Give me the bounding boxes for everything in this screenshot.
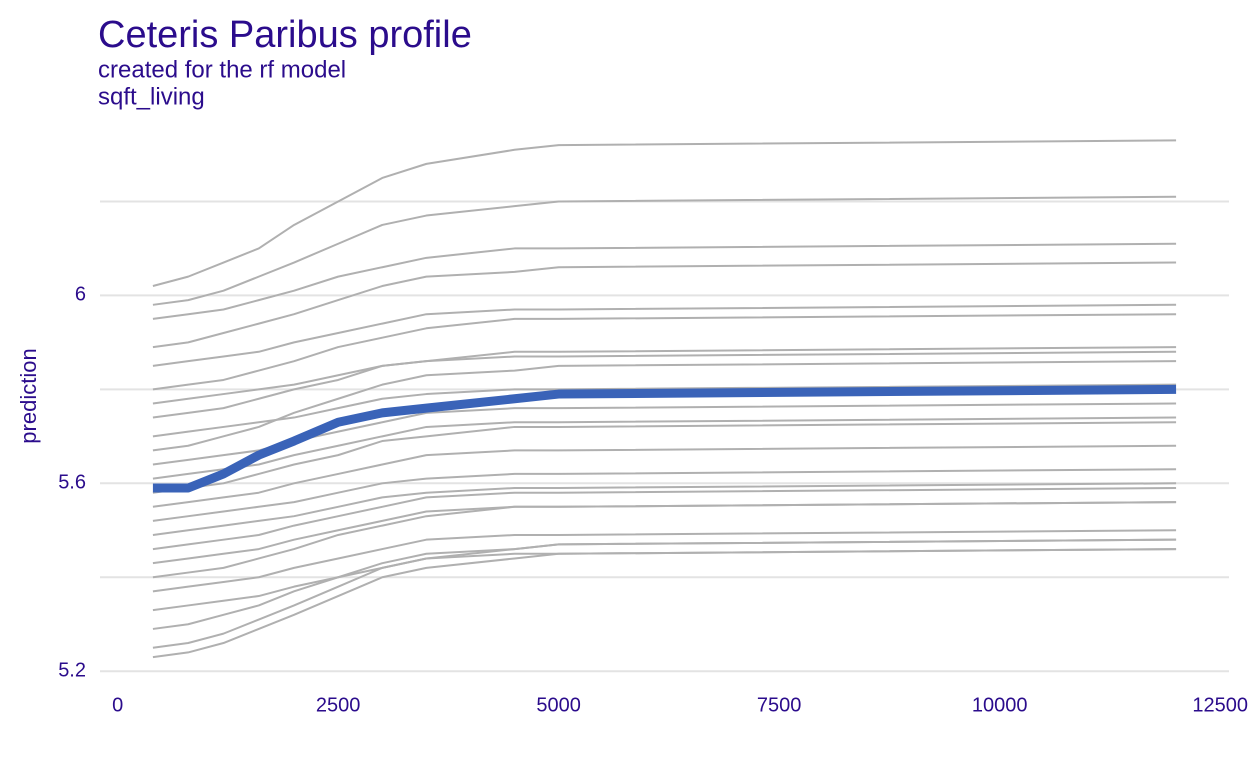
profile-line <box>152 501 1177 565</box>
y-tick-label: 5.6 <box>58 472 86 494</box>
profile-line <box>152 261 1177 349</box>
profile-line <box>152 350 1177 405</box>
profile-line <box>152 501 1177 579</box>
mean-profile-line <box>152 384 1177 493</box>
profile-line <box>152 242 1177 320</box>
profile-line <box>152 346 1177 419</box>
y-tick-label: 5.2 <box>58 659 86 681</box>
profile-line <box>152 303 1177 367</box>
x-tick-label: 2500 <box>316 694 361 716</box>
x-tick-label: 5000 <box>536 694 581 716</box>
chart-title: Ceteris Paribus profile <box>98 14 472 56</box>
profile-line <box>152 529 1177 593</box>
profile-line <box>152 444 1177 508</box>
profile-line <box>152 487 1177 551</box>
profile-line <box>152 139 1177 287</box>
variable-label: sqft_living <box>98 83 205 110</box>
y-tick-label: 6 <box>75 284 86 306</box>
profile-line <box>152 468 1177 522</box>
x-tick-label: 12500 <box>1192 694 1248 716</box>
profile-line <box>152 195 1177 306</box>
profile-line <box>152 360 1177 452</box>
x-tick-label: 0 <box>112 694 123 716</box>
chart-subtitle: created for the rf model <box>98 56 346 83</box>
y-axis-label: prediction <box>16 348 41 443</box>
profile-line <box>152 482 1177 536</box>
profile-line <box>152 313 1177 391</box>
x-tick-label: 7500 <box>757 694 802 716</box>
profile-line <box>152 548 1177 659</box>
profile-line <box>152 421 1177 494</box>
profile-line <box>152 538 1177 649</box>
x-tick-label: 10000 <box>972 694 1028 716</box>
profile-line <box>152 383 1177 438</box>
profile-line <box>152 416 1177 480</box>
profile-line <box>152 402 1177 466</box>
